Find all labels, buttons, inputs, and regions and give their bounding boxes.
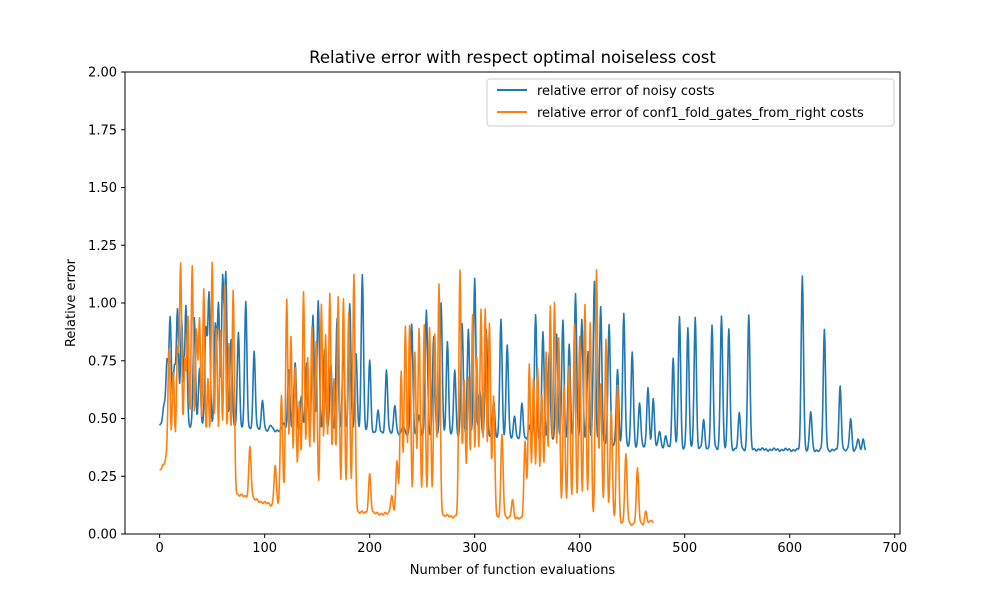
- x-axis-label: Number of function evaluations: [410, 563, 616, 578]
- x-tick-label: 300: [462, 541, 487, 556]
- x-tick-label: 0: [156, 541, 164, 556]
- x-tick-label: 600: [777, 541, 802, 556]
- y-axis-label: Relative error: [64, 258, 79, 347]
- y-tick-label: 0.75: [88, 354, 117, 369]
- y-tick-label: 1.00: [88, 297, 117, 312]
- legend-label-noisy: relative error of noisy costs: [537, 84, 715, 99]
- y-tick-label: 1.50: [88, 181, 117, 196]
- x-tick-label: 100: [252, 541, 277, 556]
- y-tick-label: 1.75: [88, 123, 117, 138]
- y-tick-label: 0.50: [88, 412, 117, 427]
- legend: relative error of noisy costs relative e…: [487, 79, 894, 126]
- y-tick-label: 0.00: [88, 528, 117, 543]
- y-tick-label: 1.25: [88, 239, 117, 254]
- x-tick-label: 500: [672, 541, 697, 556]
- legend-label-conf1: relative error of conf1_fold_gates_from_…: [537, 106, 864, 121]
- y-tick-label: 0.25: [88, 470, 117, 485]
- chart-title: Relative error with respect optimal nois…: [309, 48, 716, 67]
- x-tick-label: 400: [567, 541, 592, 556]
- x-tick-label: 200: [357, 541, 382, 556]
- x-tick-label: 700: [882, 541, 907, 556]
- y-tick-label: 2.00: [88, 66, 117, 81]
